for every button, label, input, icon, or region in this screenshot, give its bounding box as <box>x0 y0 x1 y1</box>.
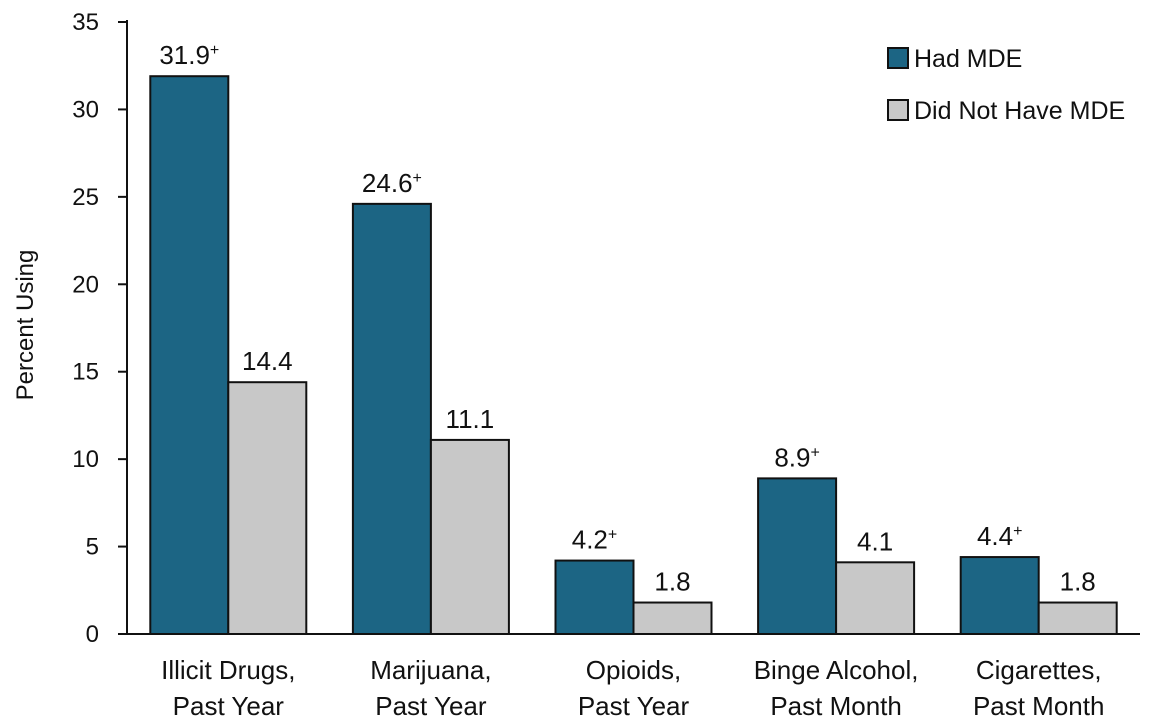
bar-had-mde <box>554 559 635 635</box>
data-label-value: 4.4 <box>977 521 1013 551</box>
data-label: 1.8 <box>1060 567 1096 597</box>
x-category-label-line: Illicit Drugs, <box>161 655 295 685</box>
legend-swatch <box>887 99 909 121</box>
x-category-label-line: Past Year <box>173 691 285 721</box>
legend-label: Did Not Have MDE <box>914 97 1125 125</box>
x-category-label: Illicit Drugs, Past Year <box>161 655 295 721</box>
bar-had-mde <box>351 202 432 635</box>
data-label: 8.9+ <box>774 442 820 472</box>
data-label-value: 11.1 <box>446 404 495 434</box>
bar-had-mde <box>149 75 230 636</box>
data-label-value: 4.2 <box>572 525 608 555</box>
data-label: 14.4 <box>242 346 293 376</box>
legend-label: Had MDE <box>914 45 1022 73</box>
data-label-value: 8.9 <box>774 442 810 472</box>
data-label-significance-mark: + <box>413 170 422 187</box>
x-category-label: Binge Alcohol, Past Month <box>754 655 919 721</box>
data-label-value: 1.8 <box>654 567 690 597</box>
bar-did-not-have-mde <box>429 438 510 635</box>
y-tick-label: 30 <box>72 96 99 123</box>
x-category-label: Marijuana, Past Year <box>370 655 491 721</box>
y-tick-label: 25 <box>72 184 99 211</box>
x-category-label: Cigarettes, Past Month <box>973 655 1105 721</box>
x-category-label-line: Past Month <box>770 691 902 721</box>
data-label-significance-mark: + <box>210 42 219 59</box>
data-label-significance-mark: + <box>1013 523 1022 540</box>
x-category-label-line: Past Month <box>973 691 1105 721</box>
y-tick-label: 35 <box>72 9 99 36</box>
y-tick-label: 20 <box>72 271 99 298</box>
y-tick-label: 15 <box>72 359 99 386</box>
bar-did-not-have-mde <box>227 381 308 635</box>
x-category-label-line: Cigarettes, <box>976 655 1102 685</box>
x-category-label-line: Past Year <box>578 691 690 721</box>
data-label: 1.8 <box>654 567 690 597</box>
bar-had-mde <box>757 477 838 635</box>
data-label: 31.9+ <box>159 40 219 70</box>
y-tick-label: 10 <box>72 446 99 473</box>
data-label: 4.2+ <box>572 525 618 555</box>
y-tick-label: 5 <box>86 534 99 561</box>
bar-did-not-have-mde <box>632 601 713 635</box>
bar-had-mde <box>959 556 1040 636</box>
x-category-label-line: Opioids, <box>586 655 681 685</box>
bar-did-not-have-mde <box>1037 601 1118 635</box>
data-label-significance-mark: + <box>811 444 820 461</box>
data-label: 4.4+ <box>977 521 1022 551</box>
legend-swatch <box>887 47 909 69</box>
x-category-label-line: Binge Alcohol, <box>754 655 919 685</box>
x-category-label: Opioids, Past Year <box>578 655 690 721</box>
data-label-value: 1.8 <box>1060 567 1096 597</box>
data-label-value: 24.6 <box>362 168 413 198</box>
data-label-value: 31.9 <box>159 40 210 70</box>
data-label: 24.6+ <box>362 168 422 198</box>
bar-did-not-have-mde <box>835 561 916 636</box>
x-category-label-line: Marijuana, <box>370 655 491 685</box>
legend: Had MDE Did Not Have MDE <box>887 45 1125 125</box>
y-tick-label: 0 <box>86 621 99 648</box>
data-label-significance-mark: + <box>608 527 617 544</box>
x-category-label-line: Past Year <box>375 691 487 721</box>
data-label: 11.1 <box>446 404 495 434</box>
y-axis-title: Percent Using <box>12 250 39 401</box>
data-label: 4.1 <box>857 526 893 556</box>
data-label-value: 4.1 <box>857 526 893 556</box>
data-label-value: 14.4 <box>242 346 293 376</box>
